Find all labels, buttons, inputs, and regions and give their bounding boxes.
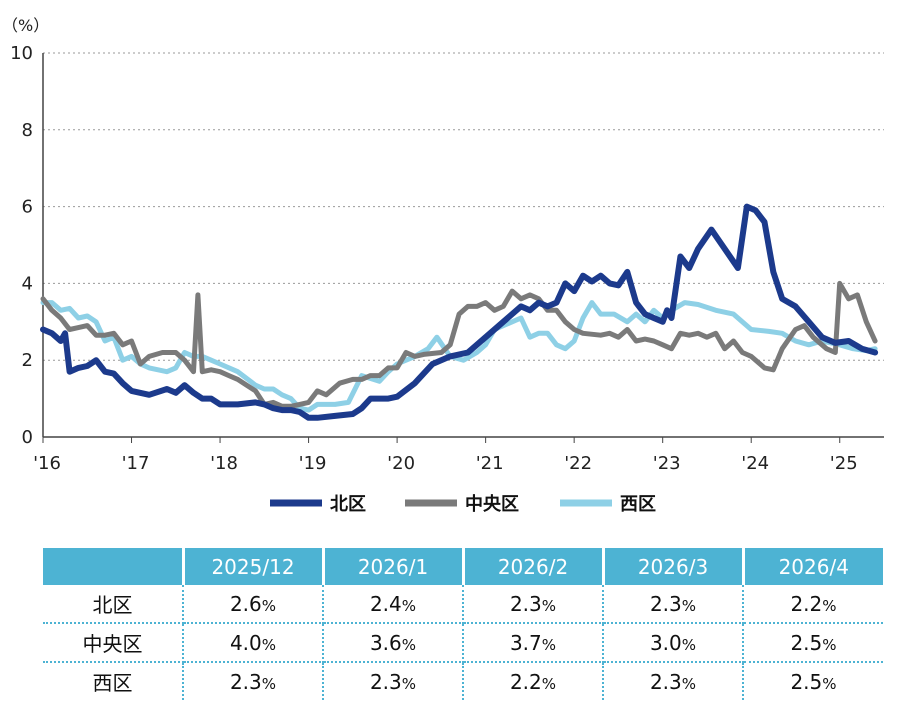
x-tick-label: '25	[830, 453, 858, 474]
table-cell: 2.3%	[323, 662, 464, 700]
series-line-2	[40, 280, 878, 409]
summary-table: 2025/12 2026/1 2026/2 2026/3 2026/4 北区 2.…	[43, 548, 883, 700]
column-header: 2026/1	[323, 548, 465, 585]
legend-label: 中央区	[465, 493, 519, 515]
percent-sign: %	[822, 596, 837, 615]
table-cell: 3.0%	[603, 623, 744, 663]
percent-sign: %	[681, 674, 697, 693]
percent-sign: %	[541, 674, 557, 693]
cell-value: 3.7	[509, 630, 542, 655]
table-cell: 2.4%	[323, 585, 464, 624]
x-tick-label: '20	[387, 453, 415, 474]
table-row: 北区 2.6% 2.4% 2.3% 2.3% 2.2%	[43, 585, 883, 624]
percent-sign: %	[261, 674, 277, 693]
column-header: 2025/12	[183, 548, 325, 585]
cell-value: 2.3	[649, 669, 682, 694]
table-cell: 2.5%	[743, 623, 883, 663]
cell-value: 2.5	[790, 630, 823, 655]
y-tick-label: 4	[22, 273, 33, 294]
table-header-row: 2025/12 2026/1 2026/2 2026/3 2026/4	[43, 548, 883, 585]
y-axis-unit-label: （%）	[2, 16, 49, 35]
table-cell: 2.3%	[603, 662, 744, 700]
table-cell: 3.6%	[323, 623, 464, 663]
x-tick-label: '24	[741, 453, 769, 474]
table-cell: 4.0%	[183, 623, 324, 663]
percent-sign: %	[401, 596, 417, 615]
row-label: 北区	[43, 585, 184, 624]
grid-lines	[43, 52, 884, 361]
percent-sign: %	[401, 674, 417, 693]
percent-sign: %	[541, 596, 557, 615]
percent-sign: %	[681, 596, 697, 615]
y-tick-label: 8	[22, 120, 33, 141]
x-tick-label: '21	[476, 453, 504, 474]
legend-label: 西区	[620, 494, 656, 515]
table-cell: 2.2%	[463, 662, 604, 700]
y-tick-label: 2	[22, 350, 33, 371]
legend: 北区 中央区 西区	[270, 493, 656, 515]
cell-value: 2.6	[229, 591, 262, 616]
series-line-3	[40, 300, 878, 413]
table-row: 西区 2.3% 2.3% 2.2% 2.3% 2.5%	[43, 662, 883, 700]
percent-sign: %	[681, 635, 697, 654]
series-line-1	[40, 203, 879, 421]
table-cell: 2.5%	[743, 662, 883, 700]
x-tick-label: '16	[33, 453, 61, 474]
cell-value: 3.0	[649, 630, 682, 655]
y-axis-ticks: 0 2 4 6 8 10	[10, 43, 33, 448]
row-label: 中央区	[43, 623, 184, 663]
table-cell: 2.3%	[463, 585, 604, 624]
column-header: 2026/4	[743, 548, 883, 585]
cell-value: 2.3	[509, 591, 542, 616]
table-corner-cell	[43, 548, 185, 585]
cell-value: 2.5	[790, 669, 823, 694]
cell-value: 2.3	[649, 591, 682, 616]
legend-label: 北区	[330, 494, 366, 515]
cell-value: 2.2	[509, 669, 542, 694]
table-cell: 2.6%	[183, 585, 324, 624]
percent-sign: %	[822, 674, 837, 693]
table-cell: 3.7%	[463, 623, 604, 663]
percent-sign: %	[261, 635, 277, 654]
percent-sign: %	[822, 635, 837, 654]
cell-value: 2.2	[790, 591, 823, 616]
cell-value: 2.3	[229, 669, 262, 694]
table-cell: 2.3%	[603, 585, 744, 624]
x-tick-label: '17	[122, 453, 150, 474]
cell-value: 3.6	[369, 630, 402, 655]
percent-sign: %	[401, 635, 417, 654]
cell-value: 2.3	[369, 669, 402, 694]
series-layer	[40, 203, 879, 421]
x-tick-label: '18	[210, 453, 238, 474]
x-tick-label: '23	[653, 453, 681, 474]
x-tick-label: '19	[299, 453, 327, 474]
table-row: 中央区 4.0% 3.6% 3.7% 3.0% 2.5%	[43, 623, 883, 663]
x-tick-label: '22	[564, 453, 592, 474]
cell-value: 2.4	[369, 591, 402, 616]
line-chart: 0 2 4 6 8 10 '16 '17 '18 '19 '20 '21 '22 '23 '24 '25 （…	[2, 16, 884, 515]
table-cell: 2.2%	[743, 585, 883, 624]
cell-value: 4.0	[229, 630, 262, 655]
row-label: 西区	[43, 662, 184, 700]
table-cell: 2.3%	[183, 662, 324, 700]
percent-sign: %	[261, 596, 277, 615]
column-header: 2026/3	[603, 548, 745, 585]
column-header: 2026/2	[463, 548, 605, 585]
y-tick-label: 6	[22, 197, 33, 218]
y-tick-label: 0	[22, 427, 33, 448]
x-axis-ticks: '16 '17 '18 '19 '20 '21 '22 '23 '24 '25	[33, 437, 858, 474]
percent-sign: %	[541, 635, 557, 654]
table-body: 北区 2.6% 2.4% 2.3% 2.3% 2.2% 中央区 4.0% 3.6% 3.7% 3.0…	[43, 585, 883, 700]
y-tick-label: 10	[10, 43, 33, 64]
